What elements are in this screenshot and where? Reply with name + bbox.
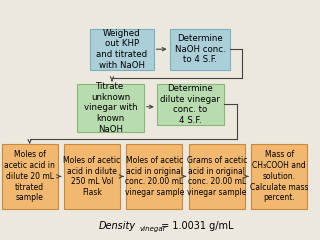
FancyBboxPatch shape (189, 144, 245, 209)
FancyBboxPatch shape (77, 84, 144, 132)
Text: = 1.0031 g/mL: = 1.0031 g/mL (158, 221, 234, 231)
FancyBboxPatch shape (64, 144, 120, 209)
FancyBboxPatch shape (2, 144, 58, 209)
FancyBboxPatch shape (126, 144, 182, 209)
FancyBboxPatch shape (90, 29, 154, 70)
Text: Titrate
unknown
vinegar with
known
NaOH: Titrate unknown vinegar with known NaOH (84, 82, 137, 134)
Text: Moles of acetic
acid in original
conc. 20.00 mL
vinegar sample: Moles of acetic acid in original conc. 2… (125, 156, 184, 197)
Text: Determine
dilute vinegar
conc. to
4 S.F.: Determine dilute vinegar conc. to 4 S.F. (160, 84, 220, 125)
Text: Weighed
out KHP
and titrated
with NaOH: Weighed out KHP and titrated with NaOH (96, 29, 147, 70)
FancyBboxPatch shape (170, 29, 230, 70)
FancyBboxPatch shape (157, 84, 224, 125)
Text: vinegar: vinegar (139, 226, 166, 232)
Text: Mass of
CH₃COOH and
solution.
Calculate mass
percent.: Mass of CH₃COOH and solution. Calculate … (250, 150, 308, 202)
FancyBboxPatch shape (251, 144, 307, 209)
Text: Moles of acetic
acid in dilute
250 mL Vol
Flask: Moles of acetic acid in dilute 250 mL Vo… (63, 156, 121, 197)
Text: Grams of acetic
acid in original
conc. 20.00 mL
vinegar sample: Grams of acetic acid in original conc. 2… (187, 156, 247, 197)
Text: Determine
NaOH conc.
to 4 S.F.: Determine NaOH conc. to 4 S.F. (175, 34, 225, 65)
Text: Moles of
acetic acid in
dilute 20 mL
titrated
sample: Moles of acetic acid in dilute 20 mL tit… (4, 150, 55, 202)
Text: Density: Density (99, 221, 136, 231)
